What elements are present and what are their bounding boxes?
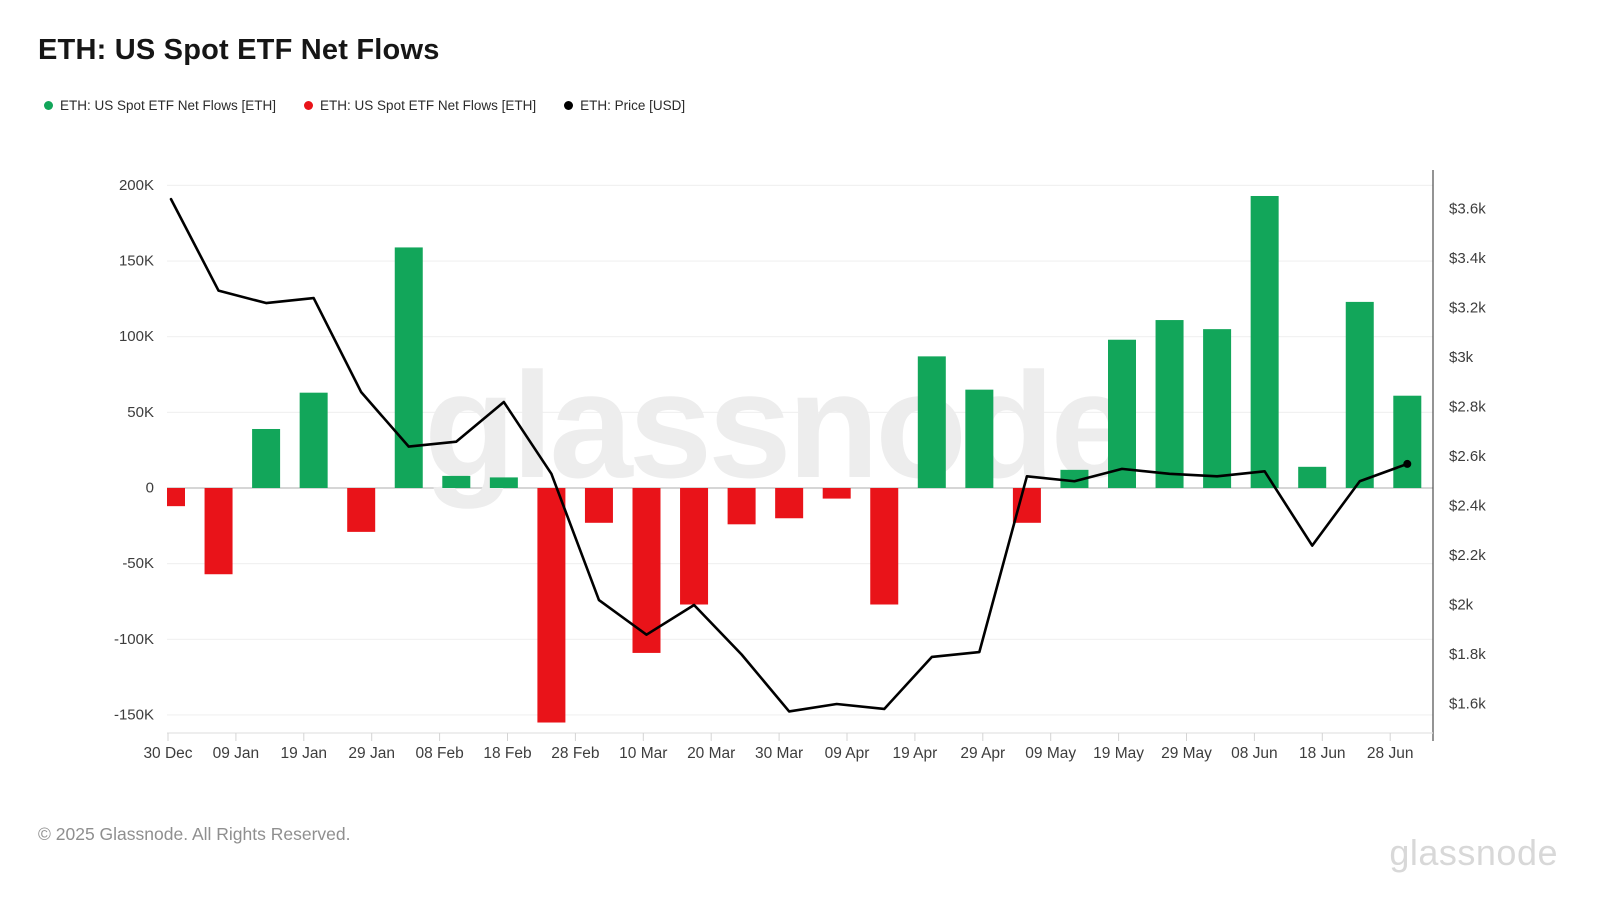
flow-bar[interactable] [1345, 301, 1374, 488]
flow-bar[interactable] [347, 488, 376, 532]
legend-dot-black-icon [564, 101, 574, 110]
flow-bar[interactable] [917, 356, 946, 488]
flow-bar[interactable] [632, 488, 661, 653]
left-axis-tick-label: -50K [122, 555, 154, 572]
flow-bar[interactable] [299, 392, 328, 488]
right-axis-tick-label: $2.8k [1449, 399, 1486, 416]
flow-bar[interactable] [1393, 395, 1422, 488]
legend-dot-red-icon [304, 101, 314, 110]
x-axis-tick-label: 18 Feb [483, 745, 531, 762]
x-axis-tick-label: 19 Apr [892, 745, 937, 762]
flow-bar[interactable] [1250, 195, 1279, 488]
left-axis-tick-label: -150K [114, 706, 154, 723]
etf-netflows-chart: 200K 150K 100K 50K 0 -50K -100K -150K $3.6k $3.4k… [114, 170, 1486, 762]
flow-bar[interactable] [965, 389, 994, 488]
netflow-bars [157, 195, 1422, 723]
x-axis-tick-label: 08 Jun [1231, 745, 1278, 762]
x-axis-tick-label: 20 Mar [687, 745, 735, 762]
legend-item-label: ETH: Price [USD] [580, 98, 686, 113]
legend: ETH: US Spot ETF Net Flows [ETH] ETH: US… [44, 98, 685, 113]
price-line[interactable] [169, 197, 1409, 713]
flow-bar[interactable] [1060, 469, 1089, 488]
left-axis-tick-label: 200K [119, 177, 154, 194]
page-title: ETH: US Spot ETF Net Flows [38, 34, 440, 66]
flow-bar[interactable] [1108, 339, 1136, 488]
x-axis-tick-label: 28 Feb [551, 745, 599, 762]
right-axis-tick-label: $3.6k [1449, 201, 1486, 218]
glassnode-watermark: glassnode [424, 341, 1130, 509]
x-axis-tick-label: 29 Apr [960, 745, 1005, 762]
x-axis-tick-label: 30 Dec [143, 745, 192, 762]
flow-bar[interactable] [537, 488, 566, 723]
left-axis-tick-label: 0 [146, 480, 154, 497]
flow-bar[interactable] [584, 488, 613, 523]
x-axis-tick-label: 29 Jan [348, 745, 395, 762]
grid-and-axes: 200K 150K 100K 50K 0 -50K -100K -150K $3.6k $3.4k… [114, 170, 1486, 762]
flow-bar[interactable] [727, 488, 756, 525]
right-axis-tick-label: $3.2k [1449, 300, 1486, 317]
footer-copyright: © 2025 Glassnode. All Rights Reserved. [38, 824, 351, 844]
left-axis-tick-label: -100K [114, 631, 154, 648]
legend-item-label: ETH: US Spot ETF Net Flows [ETH] [60, 98, 277, 113]
x-axis-tick-label: 19 May [1093, 745, 1144, 762]
legend-item-label: ETH: US Spot ETF Net Flows [ETH] [320, 98, 537, 113]
flow-bar[interactable] [442, 475, 471, 488]
glassnode-logo: glassnode [1389, 832, 1558, 873]
x-axis-tick-label: 08 Feb [415, 745, 463, 762]
legend-item-price[interactable]: ETH: Price [USD] [564, 98, 685, 113]
flow-bar[interactable] [204, 488, 233, 575]
x-axis-tick-label: 30 Mar [755, 745, 803, 762]
flow-bar[interactable] [680, 488, 709, 605]
flow-bar[interactable] [489, 477, 518, 488]
left-axis-tick-label: 150K [119, 253, 154, 270]
legend-item-netflows-green[interactable]: ETH: US Spot ETF Net Flows [ETH] [44, 98, 276, 113]
x-axis-tick-label: 19 Jan [281, 745, 328, 762]
flow-bar[interactable] [1298, 466, 1327, 488]
right-axis-tick-label: $2k [1449, 597, 1474, 614]
legend-item-netflows-red[interactable]: ETH: US Spot ETF Net Flows [ETH] [304, 98, 536, 113]
left-axis-tick-label: 100K [119, 328, 154, 345]
flow-bar[interactable] [1155, 320, 1184, 488]
x-axis-tick-label: 18 Jun [1299, 745, 1346, 762]
x-axis-tick-label: 28 Jun [1367, 745, 1414, 762]
right-axis-tick-label: $2.4k [1449, 498, 1486, 515]
x-axis-tick-label: 09 May [1025, 745, 1076, 762]
flow-bar[interactable] [252, 428, 281, 488]
flow-bar[interactable] [394, 247, 423, 488]
right-axis-tick-label: $1.6k [1449, 696, 1486, 713]
x-axis-tick-label: 29 May [1161, 745, 1212, 762]
x-axis-tick-label: 10 Mar [619, 745, 667, 762]
right-axis-tick-label: $2.6k [1449, 448, 1486, 465]
flow-bar[interactable] [1203, 329, 1232, 488]
flow-bar[interactable] [157, 488, 185, 507]
x-axis-tick-label: 09 Apr [825, 745, 870, 762]
x-axis-tick-label: 09 Jan [213, 745, 260, 762]
left-axis-tick-label: 50K [127, 404, 154, 421]
right-axis-tick-label: $3.4k [1449, 250, 1486, 267]
legend-dot-green-icon [44, 101, 53, 110]
flow-bar[interactable] [775, 488, 804, 519]
right-axis-tick-label: $1.8k [1449, 646, 1486, 663]
flow-bar[interactable] [822, 488, 851, 499]
right-axis-tick-label: $3k [1449, 349, 1474, 366]
right-axis-tick-label: $2.2k [1449, 547, 1486, 564]
price-line-end-dot [1403, 459, 1412, 468]
flow-bar[interactable] [1012, 488, 1041, 523]
flow-bar[interactable] [870, 488, 899, 605]
